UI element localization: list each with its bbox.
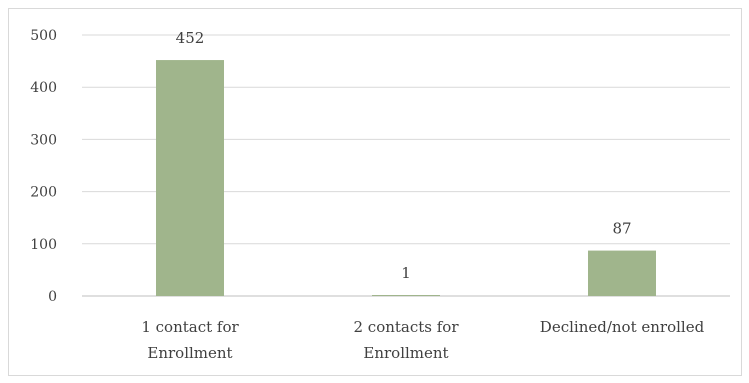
y-tick-label: 100 bbox=[30, 237, 57, 253]
y-tick-label: 300 bbox=[30, 132, 57, 148]
bar bbox=[588, 250, 656, 296]
y-tick-label: 200 bbox=[30, 185, 57, 201]
bars-layer bbox=[156, 60, 656, 296]
bar bbox=[156, 60, 224, 296]
x-category-label: Declined/not enrolled bbox=[540, 318, 705, 336]
data-label: 452 bbox=[176, 29, 205, 47]
x-category-label: 1 contact for bbox=[141, 318, 239, 336]
x-category-label: Enrollment bbox=[147, 344, 232, 362]
x-category-label: Enrollment bbox=[363, 344, 448, 362]
data-label: 87 bbox=[612, 220, 631, 238]
x-category-label: 2 contacts for bbox=[353, 318, 459, 336]
bar bbox=[372, 295, 440, 296]
y-tick-label: 400 bbox=[30, 80, 57, 96]
data-label: 1 bbox=[401, 264, 411, 282]
y-tick-label: 500 bbox=[30, 28, 57, 44]
labels-layer: 0 100 200 300 400 500 452 1 contact for Enrollme… bbox=[30, 28, 704, 362]
y-tick-label: 0 bbox=[48, 289, 57, 305]
